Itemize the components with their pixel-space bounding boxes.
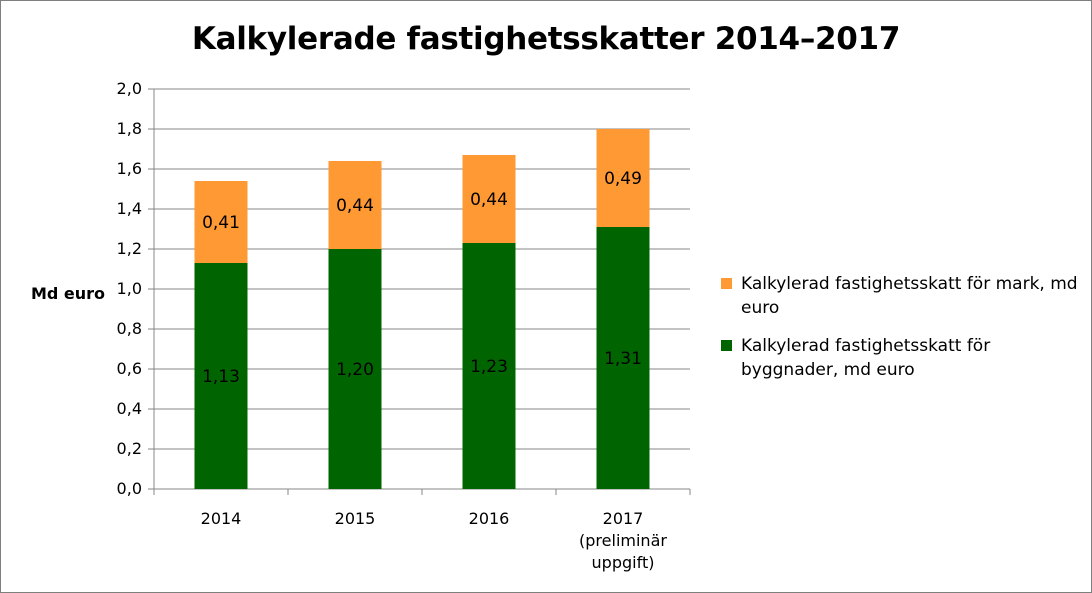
y-tick-label: 0,2 xyxy=(117,439,142,458)
x-category-label: (preliminär xyxy=(579,531,667,550)
legend-label: byggnader, md euro xyxy=(741,360,915,380)
data-label: 1,13 xyxy=(202,367,240,387)
data-label: 1,31 xyxy=(604,349,642,369)
legend-swatch xyxy=(721,340,732,351)
y-tick-label: 1,6 xyxy=(117,159,142,178)
data-label: 0,44 xyxy=(336,196,374,216)
bar-buildings xyxy=(328,249,382,489)
bar-land xyxy=(194,181,248,263)
y-tick-label: 2,0 xyxy=(117,79,142,98)
bar-buildings xyxy=(596,227,650,489)
bar-buildings xyxy=(462,243,516,489)
y-tick-label: 1,2 xyxy=(117,239,142,258)
x-category-label: 2016 xyxy=(469,509,510,528)
chart-title: Kalkylerade fastighetsskatter 2014–2017 xyxy=(191,21,901,57)
bar-buildings xyxy=(194,263,248,489)
x-category-label: 2015 xyxy=(335,509,376,528)
bar-land xyxy=(596,129,650,227)
y-tick-label: 0,8 xyxy=(117,319,142,338)
x-category-label: 2017 xyxy=(603,509,644,528)
data-label: 0,41 xyxy=(202,213,240,233)
legend-swatch xyxy=(721,278,732,289)
data-label: 1,23 xyxy=(470,357,508,377)
legend-label: euro xyxy=(741,298,779,318)
bar-land xyxy=(328,161,382,249)
data-label: 1,20 xyxy=(336,360,374,380)
y-tick-label: 1,4 xyxy=(117,199,142,218)
x-category-label: 2014 xyxy=(201,509,242,528)
y-tick-label: 0,0 xyxy=(117,479,142,498)
y-tick-label: 0,6 xyxy=(117,359,142,378)
legend-label: Kalkylerad fastighetsskatt för mark, md xyxy=(741,274,1078,294)
y-tick-label: 0,4 xyxy=(117,399,142,418)
x-category-label: uppgift) xyxy=(592,553,655,572)
y-axis-label: Md euro xyxy=(31,284,105,303)
y-tick-label: 1,8 xyxy=(117,119,142,138)
legend-label: Kalkylerad fastighetsskatt för xyxy=(741,336,990,356)
data-label: 0,44 xyxy=(470,190,508,210)
bar-land xyxy=(462,155,516,243)
y-tick-label: 1,0 xyxy=(117,279,142,298)
data-label: 0,49 xyxy=(604,169,642,189)
